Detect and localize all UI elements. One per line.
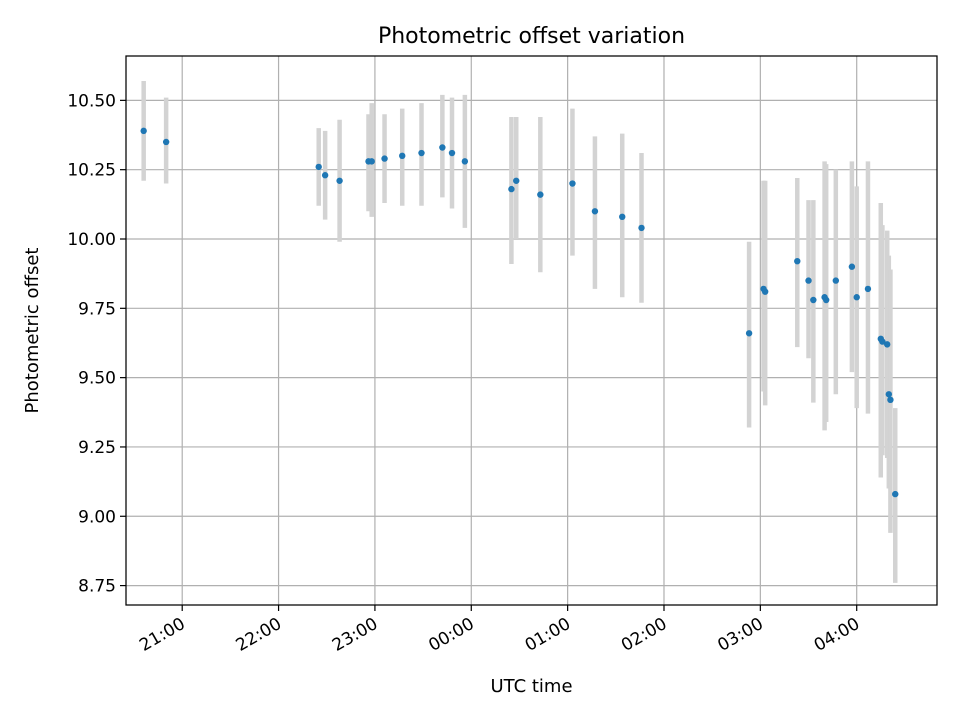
data-point (513, 177, 520, 184)
data-point (336, 177, 343, 184)
plot-frame (125, 55, 938, 606)
data-point (885, 391, 893, 398)
data-point (853, 294, 860, 301)
y-tick-label: 9.50 (78, 369, 116, 389)
data-point (794, 257, 801, 265)
y-tick-label: 8.75 (78, 577, 116, 597)
data-point (140, 127, 147, 135)
data-point (879, 338, 886, 345)
grid (126, 56, 937, 605)
data-point (822, 296, 830, 304)
data-point (537, 191, 544, 198)
x-axis-label: UTC time (490, 676, 572, 697)
data-point (439, 144, 446, 151)
data-point (805, 277, 812, 284)
data-point (569, 180, 576, 187)
y-axis-ticks: 8.75 9.00 9.25 9.50 9.75 10.00 10.25 10.50 (67, 91, 126, 597)
y-tick-label: 10.25 (67, 161, 116, 181)
data-point (810, 296, 817, 304)
data-point (461, 158, 469, 165)
data-point (848, 263, 856, 270)
chart-title: Photometric offset variation (378, 24, 685, 49)
data-point (892, 490, 899, 498)
data-point (619, 213, 626, 221)
data-point (448, 149, 456, 157)
data-point (887, 396, 894, 404)
data-point (315, 163, 322, 171)
y-axis-label: Photometric offset (22, 248, 43, 414)
data-point (368, 158, 375, 165)
data-points (140, 127, 899, 498)
data-point (321, 172, 329, 179)
y-tick-label: 9.75 (78, 299, 116, 319)
data-point (832, 277, 840, 284)
data-point (381, 155, 388, 162)
data-point (399, 152, 406, 160)
data-point (638, 224, 645, 232)
data-point (508, 185, 515, 193)
y-tick-label: 9.25 (78, 438, 116, 458)
y-tick-label: 10.00 (67, 230, 116, 250)
data-point (591, 208, 599, 215)
data-point (864, 285, 872, 293)
data-point (761, 288, 769, 295)
data-point (418, 149, 425, 157)
data-point (884, 341, 891, 348)
y-tick-label: 10.50 (67, 91, 116, 111)
data-point (745, 330, 753, 337)
y-tick-label: 9.00 (78, 507, 116, 527)
data-point (162, 138, 170, 146)
